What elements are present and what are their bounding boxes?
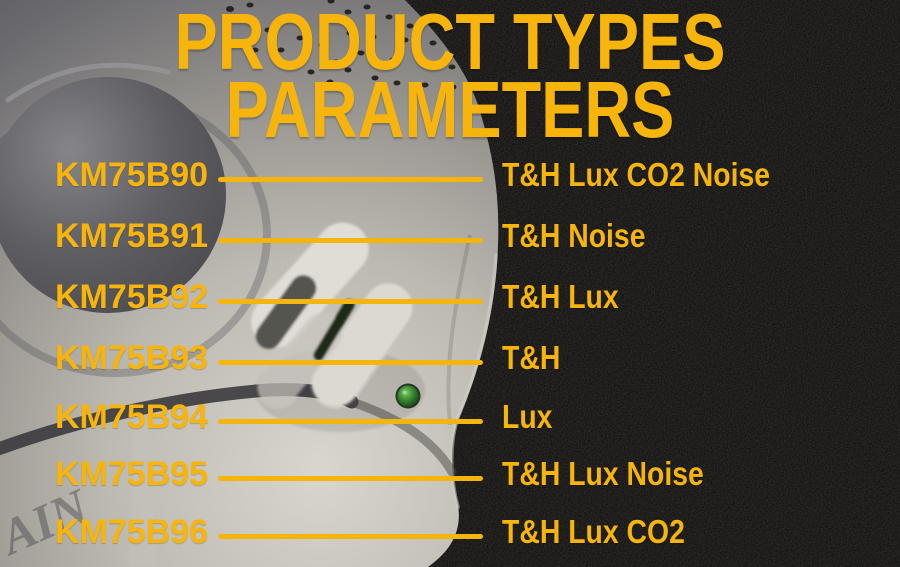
product-model: KM75B92 bbox=[55, 278, 209, 316]
inner-disc-edge bbox=[446, 234, 472, 426]
pir-dome bbox=[0, 62, 271, 377]
product-params: T&H Lux CO2 bbox=[502, 513, 685, 550]
product-row-km75b96: KM75B96 T&H Lux CO2 bbox=[0, 512, 900, 552]
pull-tab-slot bbox=[313, 299, 355, 361]
connector-line bbox=[218, 360, 483, 365]
product-row-km75b95: KM75B95 T&H Lux Noise bbox=[0, 454, 900, 494]
product-model: KM75B95 bbox=[55, 455, 209, 493]
product-model: KM75B93 bbox=[55, 339, 209, 377]
connector-line bbox=[218, 238, 483, 243]
product-params: Lux bbox=[502, 398, 553, 435]
center-bracket bbox=[251, 222, 425, 432]
product-params: T&H Lux bbox=[502, 278, 619, 315]
speaker-holes bbox=[226, 0, 494, 93]
led-indicator bbox=[395, 383, 421, 409]
connector-line bbox=[218, 177, 483, 182]
product-params: T&H bbox=[502, 339, 561, 376]
dome-highlight bbox=[5, 62, 171, 103]
product-row-km75b92: KM75B92 T&H Lux bbox=[0, 277, 900, 317]
product-params: T&H Lux CO2 Noise bbox=[502, 156, 771, 193]
page-title-line2: PARAMETERS bbox=[225, 65, 675, 154]
product-row-km75b93: KM75B93 T&H bbox=[0, 338, 900, 378]
connector-line bbox=[218, 419, 483, 424]
product-row-km75b91: KM75B91 T&H Noise bbox=[0, 216, 900, 256]
product-params: T&H Lux Noise bbox=[502, 455, 704, 492]
connector-line bbox=[218, 476, 483, 481]
product-model: KM75B91 bbox=[55, 217, 209, 255]
product-row-km75b94: KM75B94 Lux bbox=[0, 397, 900, 437]
page-title-line1: PRODUCT TYPES bbox=[174, 0, 726, 86]
product-model: KM75B94 bbox=[55, 398, 209, 436]
connector-line bbox=[218, 534, 483, 539]
product-model: KM75B96 bbox=[55, 513, 209, 551]
connector-line bbox=[218, 299, 483, 304]
product-model: KM75B90 bbox=[55, 156, 209, 194]
product-params: T&H Noise bbox=[502, 217, 646, 254]
product-row-km75b90: KM75B90 T&H Lux CO2 Noise bbox=[0, 155, 900, 195]
body-seam bbox=[128, 420, 156, 567]
bracket-slot bbox=[255, 275, 317, 349]
